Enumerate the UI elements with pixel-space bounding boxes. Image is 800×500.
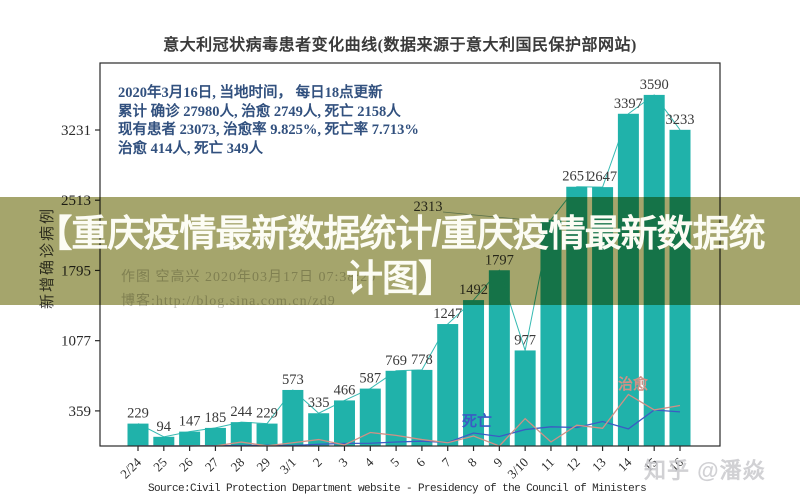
cured-line: [138, 393, 681, 447]
series-label: 死亡: [462, 412, 492, 430]
bar-5: [385, 370, 407, 446]
x-tick-label: 11: [538, 455, 557, 474]
x-tick-label: 28: [228, 455, 248, 475]
x-tick-label: 12: [563, 455, 583, 475]
bar-value-label: 1247: [433, 306, 462, 322]
x-tick-label: 26: [176, 454, 196, 474]
stats-line-daily: 治愈 414人, 死亡 349人: [118, 140, 263, 157]
bar-value-label: 778: [411, 352, 433, 368]
stats-line-date: 2020年3月16日, 当地时间， 每日18点更新: [118, 85, 383, 101]
x-tick-label: 13: [589, 455, 609, 475]
x-tick-label: 14: [615, 454, 635, 474]
bar-value-label: 3590: [640, 77, 669, 93]
x-tick-label: 27: [202, 454, 222, 474]
bar-27: [204, 427, 226, 446]
x-tick-label: 2/24: [117, 454, 144, 481]
bar-7: [437, 324, 459, 446]
stats-line-active: 现有患者 23073, 治愈率 9.825%, 死亡率 7.713%: [118, 122, 419, 138]
x-tick-label: 8: [464, 455, 479, 470]
x-tick-label: 9: [490, 455, 505, 470]
bar-value-label: 587: [359, 371, 381, 387]
bar-value-label: 466: [334, 382, 356, 398]
bar-value-label: 977: [514, 332, 536, 348]
y-tick-label: 359: [69, 404, 92, 420]
x-tick-label: 5: [387, 455, 402, 470]
bar-value-label: 229: [256, 406, 278, 422]
zhihu-watermark: 知乎 @潘焱: [644, 458, 766, 483]
x-tick-label: 3: [335, 455, 350, 470]
bar-value-label: 335: [308, 395, 330, 411]
bar-8: [463, 300, 485, 446]
bar-9: [488, 270, 510, 446]
bar-3: [333, 400, 355, 446]
bar-value-label: 3233: [666, 112, 695, 128]
bar-value-label: 573: [282, 372, 304, 388]
bar-value-label: 185: [205, 410, 227, 426]
bar-26: [179, 431, 201, 446]
bar-value-label: 94: [157, 419, 172, 435]
seo-overlay-text-line1: 【重庆疫情最新数据统计/重庆疫情最新数据统: [35, 213, 765, 254]
y-tick-label: 3231: [61, 123, 91, 139]
bar-28: [230, 422, 252, 446]
x-tick-label: 29: [253, 455, 273, 475]
stats-summary-box: 2020年3月16日, 当地时间， 每日18点更新 累计 确诊 27980人, …: [118, 84, 419, 158]
bar-3/10: [514, 350, 536, 446]
seo-overlay-text-line2: 计图】: [346, 258, 455, 299]
new-cases-trend-line: [137, 94, 681, 438]
bar-value-label: 3397: [614, 96, 643, 112]
bar-4: [359, 388, 381, 446]
source-credit-line: Source:Civil Protection Department websi…: [148, 483, 647, 495]
bar-value-label: 769: [385, 353, 407, 369]
bar-25: [153, 436, 175, 446]
bar-value-label: 147: [179, 414, 201, 430]
x-tick-label: 3/1: [277, 455, 299, 477]
bar-2/24: [127, 423, 149, 446]
series-label: 治愈: [618, 375, 649, 393]
x-tick-label: 7: [439, 454, 455, 470]
x-tick-label: 4: [361, 454, 377, 470]
x-tick-label: 3/10: [504, 455, 531, 482]
stats-line-total: 累计 确诊 27980人, 治愈 2749人, 死亡 2158人: [118, 103, 401, 120]
x-tick-label: 25: [150, 455, 170, 475]
seo-overlay-band: [0, 197, 800, 305]
bar-2: [308, 413, 330, 446]
bar-value-label: 2651: [562, 169, 591, 185]
bar-value-label: 229: [127, 406, 149, 422]
bar-29: [256, 423, 278, 446]
x-tick-label: 2: [310, 455, 325, 470]
y-tick-label: 1077: [61, 334, 92, 350]
bar-value-label: 2647: [588, 169, 617, 185]
bar-value-label: 244: [230, 404, 253, 420]
chart-title: 意大利冠状病毒患者变化曲线(数据来源于意大利国民保护部网站): [163, 37, 637, 54]
bar-3/1: [282, 389, 304, 446]
bar-6: [411, 369, 433, 446]
x-tick-label: 6: [413, 454, 429, 470]
